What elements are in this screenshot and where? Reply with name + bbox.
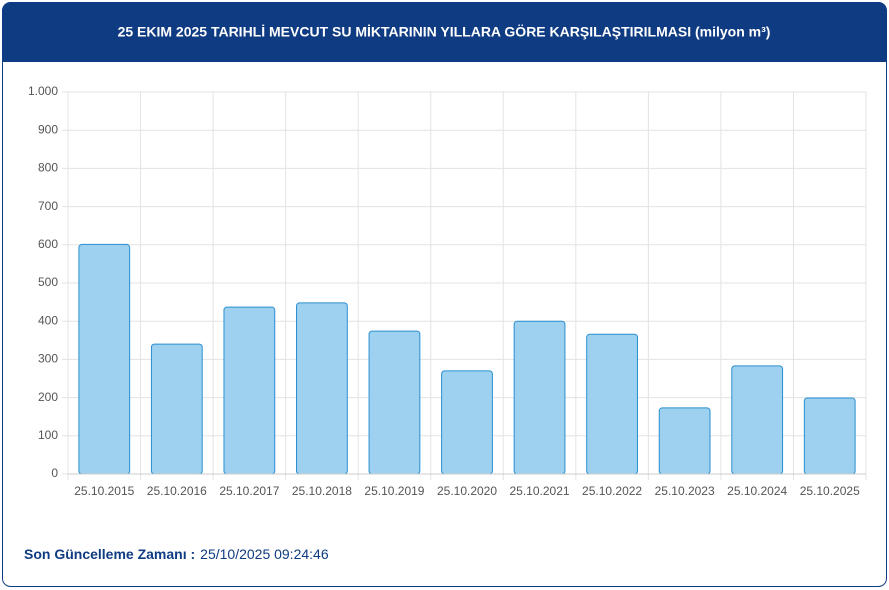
footer: Son Güncelleme Zamanı : 25/10/2025 09:24:… <box>24 546 329 562</box>
footer-value: 25/10/2025 09:24:46 <box>200 546 329 562</box>
x-tick-label: 25.10.2021 <box>510 484 570 498</box>
y-tick-label: 900 <box>38 122 58 136</box>
bar <box>731 365 784 475</box>
y-tick-label: 400 <box>38 313 58 327</box>
bar <box>513 320 566 475</box>
bar <box>223 306 276 475</box>
bar <box>296 302 348 475</box>
x-tick-label: 25.10.2017 <box>219 484 279 498</box>
y-tick-label: 0 <box>51 466 58 480</box>
bar <box>803 397 856 475</box>
bar <box>78 243 131 475</box>
bar <box>150 343 203 475</box>
footer-label: Son Güncelleme Zamanı : <box>24 546 195 562</box>
y-tick-label: 200 <box>38 390 58 404</box>
y-tick-label: 800 <box>38 161 58 175</box>
bar <box>368 330 421 475</box>
x-tick-label: 25.10.2022 <box>582 484 642 498</box>
y-tick-label: 300 <box>38 352 58 366</box>
x-tick-label: 25.10.2020 <box>437 484 497 498</box>
x-tick-label: 25.10.2023 <box>655 484 715 498</box>
x-tick-label: 25.10.2024 <box>727 484 787 498</box>
x-tick-label: 25.10.2018 <box>292 484 352 498</box>
header <box>2 2 887 62</box>
x-tick-label: 25.10.2016 <box>147 484 207 498</box>
x-tick-label: 25.10.2025 <box>800 484 860 498</box>
chart-title: 25 EKIM 2025 TARIHLİ MEVCUT SU MİKTARINI… <box>118 24 771 40</box>
bar <box>658 407 711 475</box>
x-tick-label: 25.10.2019 <box>364 484 424 498</box>
y-tick-label: 700 <box>38 199 58 213</box>
y-tick-label: 1.000 <box>28 84 58 98</box>
y-tick-label: 500 <box>38 275 58 289</box>
bar <box>586 333 638 475</box>
y-tick-label: 100 <box>38 428 58 442</box>
bar <box>441 370 493 475</box>
x-tick-label: 25.10.2015 <box>74 484 134 498</box>
y-tick-label: 600 <box>38 237 58 251</box>
